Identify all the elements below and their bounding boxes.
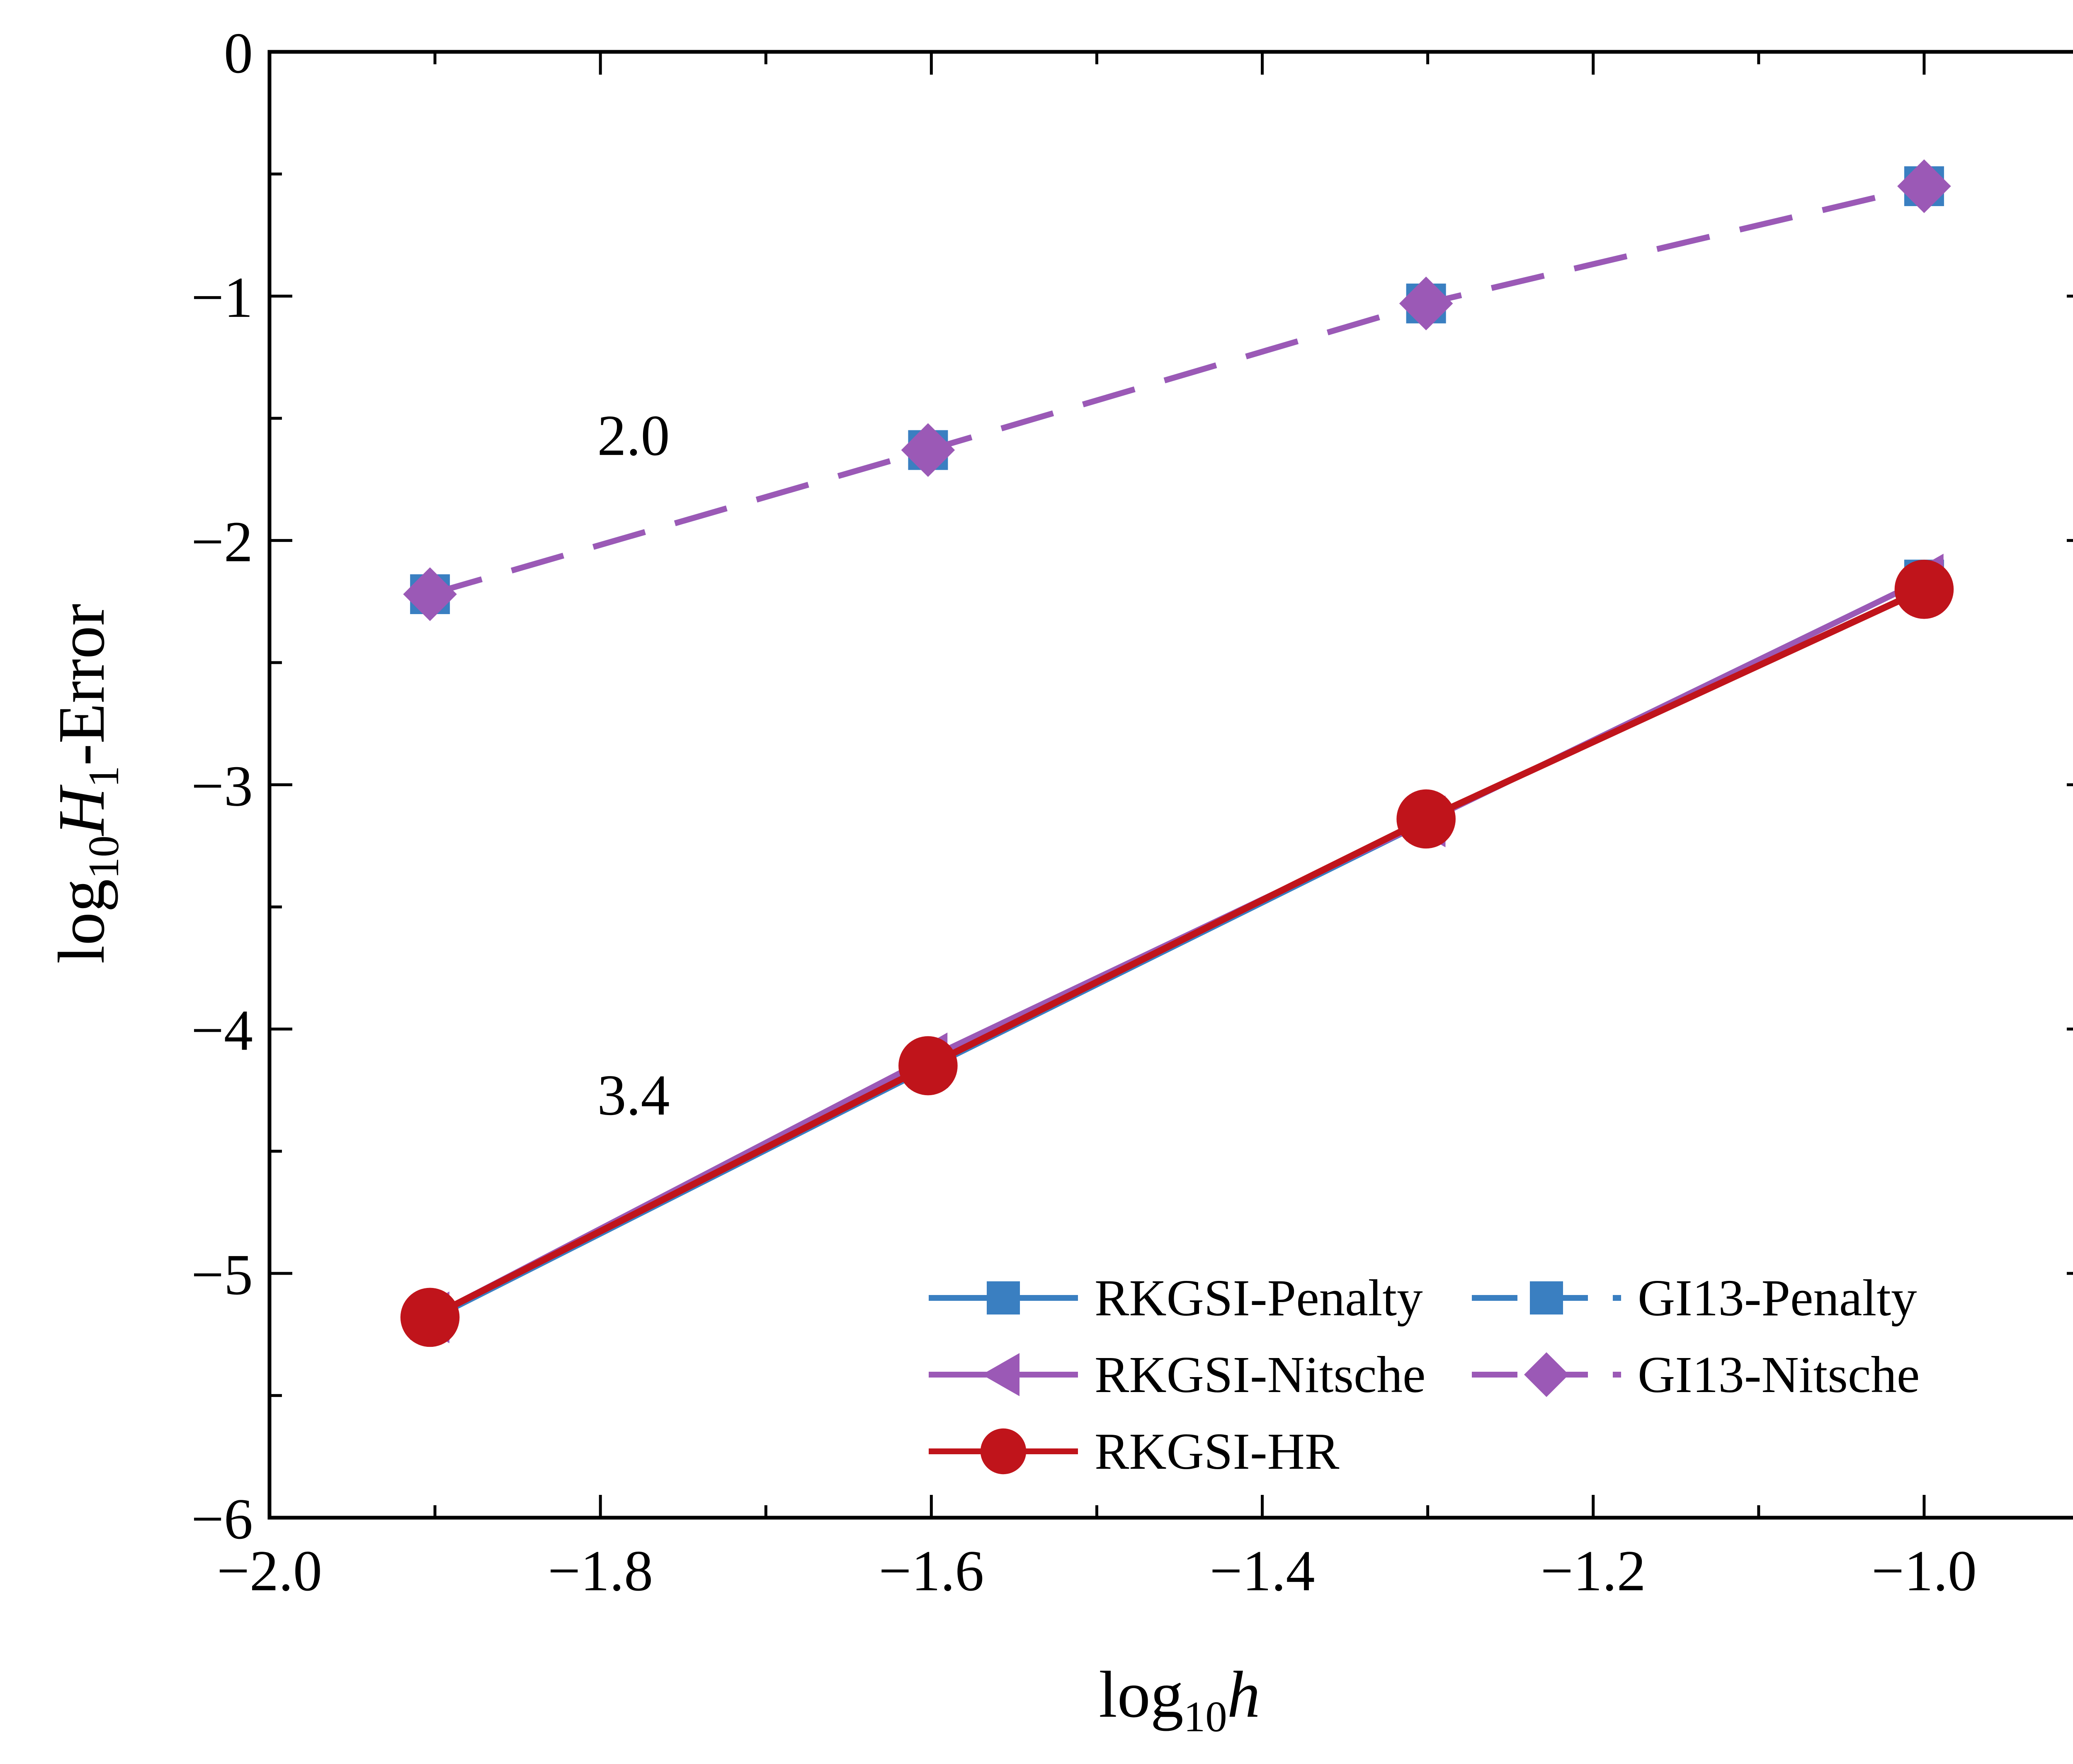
- x-tick-label: −1.0: [1872, 1539, 1977, 1603]
- x-tick-label: −1.2: [1541, 1539, 1646, 1603]
- legend-item-rkgsi-nitsche: RKGSI-Nitsche: [929, 1346, 1426, 1404]
- legend-label: RKGSI-Penalty: [1095, 1270, 1423, 1327]
- marker-diamond: [403, 567, 457, 621]
- marker-diamond: [901, 423, 955, 477]
- marker-diamond: [1897, 159, 1951, 213]
- x-tick-label: −1.6: [879, 1539, 984, 1603]
- marker-diamond: [1399, 277, 1453, 330]
- y-tick-label: −5: [191, 1243, 253, 1307]
- x-tick-label: −1.4: [1210, 1539, 1315, 1603]
- legend-label: GI13-Penalty: [1638, 1270, 1917, 1327]
- legend-item-gi13-nitsche: GI13-Nitsche: [1472, 1346, 1920, 1404]
- marker-circle: [400, 1288, 460, 1347]
- y-tick-label: 0: [224, 21, 253, 85]
- series-rkgsi-penalty: [410, 559, 1944, 1340]
- legend-item-gi13-penalty: GI13-Penalty: [1472, 1270, 1917, 1327]
- series-layer: [400, 159, 1954, 1347]
- marker-square: [987, 1281, 1020, 1314]
- series-line: [428, 586, 1926, 1321]
- x-axis-title: log10h: [1099, 1657, 1260, 1741]
- axis-ticks: [268, 50, 2073, 1519]
- series-gi13-nitsche: [403, 159, 1951, 621]
- y-tick-label: −6: [191, 1487, 253, 1551]
- series-line: [429, 183, 1925, 597]
- marker-circle: [1396, 789, 1456, 849]
- series-gi13-penalty: [410, 166, 1944, 614]
- legend-item-rkgsi-penalty: RKGSI-Penalty: [929, 1270, 1423, 1327]
- annotations: 2.0 3.4: [597, 403, 670, 1127]
- legend-item-rkgsi-hr: RKGSI-HR: [929, 1423, 1340, 1480]
- series-line: [429, 183, 1925, 597]
- legend-label: RKGSI-HR: [1095, 1423, 1340, 1480]
- y-tick-label: −4: [191, 999, 253, 1063]
- marker-circle: [898, 1036, 958, 1096]
- legend: RKGSI-Penalty RKGSI-Nitsche RKGSI-HR GI13-P…: [929, 1270, 1920, 1480]
- slope-annotation: 2.0: [597, 403, 670, 468]
- x-tick-label: −2.0: [217, 1539, 322, 1603]
- series-rkgsi-hr: [400, 559, 1954, 1347]
- y-tick-label: −1: [191, 265, 253, 330]
- marker-diamond: [1524, 1352, 1569, 1397]
- y-tick-label: −3: [191, 754, 253, 819]
- y-tick-label: −2: [191, 510, 253, 574]
- y-axis-title: log10H1-Error: [44, 604, 128, 964]
- marker-square: [1530, 1281, 1563, 1314]
- slope-annotation: 3.4: [597, 1063, 670, 1127]
- x-tick-label: −1.8: [548, 1539, 653, 1603]
- marker-circle: [1894, 559, 1954, 619]
- tick-labels: −2.0 −1.8 −1.6 −1.4 −1.2 −1.0 0 −1 −2 −3 −4 −5 −6: [191, 21, 1977, 1603]
- legend-label: GI13-Nitsche: [1638, 1346, 1920, 1404]
- marker-triangle-left: [982, 1353, 1020, 1396]
- marker-circle: [980, 1428, 1027, 1475]
- legend-label: RKGSI-Nitsche: [1095, 1346, 1426, 1404]
